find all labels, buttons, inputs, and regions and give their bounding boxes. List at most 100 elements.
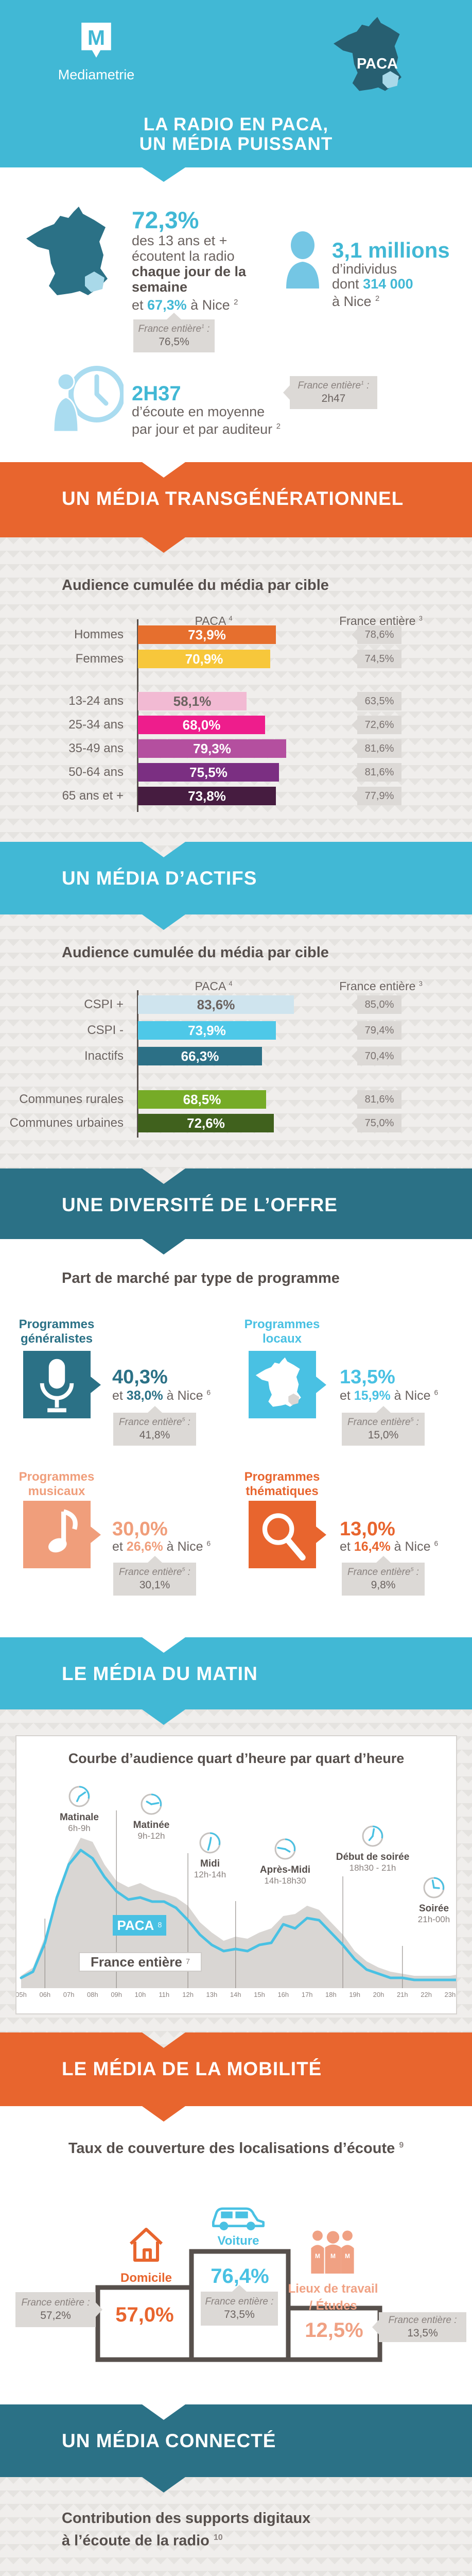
stat-duration-line2: par jour et par auditeur 2 — [132, 421, 281, 437]
car-icon — [212, 2207, 265, 2231]
clock-icon — [141, 1793, 162, 1815]
map-region-label: PACA — [356, 56, 398, 72]
stat-daily-line4: semaine — [132, 279, 188, 295]
programme-share-value: 30,0% — [112, 1518, 168, 1540]
bar-value-label: 83,6% — [197, 996, 235, 1012]
stat-duration-value: 2H37 — [132, 382, 181, 405]
programme-nice-value: et 15,9% à Nice 6 — [340, 1388, 439, 1403]
stat-duration-line1: d’écoute en moyenne — [132, 404, 265, 419]
programme-share-value: 13,0% — [340, 1518, 395, 1540]
person-icon — [286, 231, 319, 289]
bar-category-label: 25-34 ans — [68, 718, 124, 732]
band-morning-title: LE MÉDIA DU MATIN — [62, 1663, 258, 1684]
france-value-tag: 81,6% — [352, 739, 401, 758]
x-tick: 08h — [87, 1991, 98, 1998]
chart2-axis — [137, 990, 138, 1138]
x-tick: 15h — [254, 1991, 265, 1998]
bar-paca: 83,6% — [138, 995, 294, 1014]
daypart-label: Matinale 6h-9h — [59, 1812, 99, 1833]
band-generations-title: UN MÉDIA TRANSGÉNÉRATIONNEL — [62, 488, 404, 509]
band-diversity-title: UNE DIVERSITÉ DE L’OFFRE — [62, 1194, 338, 1215]
music-note-tab — [91, 1526, 101, 1543]
clock-icon — [199, 1832, 221, 1854]
programme-share-value: 40,3% — [112, 1366, 168, 1388]
bar-category-label: 65 ans et + — [62, 789, 124, 803]
bar-row-13-24-ans: 13-24 ans 58,1% 63,5% — [0, 692, 472, 710]
bar-paca: 73,8% — [138, 787, 276, 805]
stat-individuals-line2: dont 314 000 — [332, 276, 413, 292]
bar-category-label: 13-24 ans — [68, 694, 124, 708]
programme-nice-value: et 38,0% à Nice 6 — [112, 1388, 211, 1403]
bar-paca: 73,9% — [138, 625, 276, 644]
chart1-col-paca: PACA 4 — [195, 614, 233, 628]
bar-paca: 79,3% — [138, 739, 286, 758]
bg-white-2 — [0, 1239, 472, 1709]
mediametrie-logo-icon: M — [81, 23, 111, 58]
bar-value-label: 68,5% — [183, 1091, 221, 1107]
france-value-tag: 79,4% — [352, 1021, 401, 1040]
bar-row-communes-urbaines: Communes urbaines 72,6% 75,0% — [0, 1114, 472, 1132]
section-generations: Audience cumulée du média par cible PACA… — [0, 536, 472, 845]
bar-paca: 68,0% — [138, 716, 265, 734]
audience-curve-card: Courbe d’audience quart d’heure par quar… — [15, 1735, 457, 2014]
bar-category-label: Inactifs — [84, 1049, 124, 1063]
location-coverage-value: 12,5% — [305, 2319, 363, 2342]
clock-icon — [68, 1786, 90, 1807]
x-tick: 06h — [39, 1991, 51, 1998]
stat-duration-text: d’écoute en moyenne par jour et par audi… — [132, 404, 281, 437]
france-map-stat-icon — [26, 207, 108, 295]
france-value-tag: 72,6% — [352, 716, 401, 734]
x-tick: 10h — [134, 1991, 146, 1998]
bar-paca: 72,6% — [138, 1114, 274, 1132]
programme-label: Programmes locaux — [244, 1317, 320, 1346]
france-tag-location: France entière :73,5% — [201, 2285, 278, 2326]
france-tag-programme: France entière5 :30,1% — [113, 1556, 196, 1596]
bar-paca: 66,3% — [138, 1047, 262, 1065]
france-map-header — [334, 16, 401, 91]
daypart-label: Soirée 21h-00h — [417, 1903, 450, 1924]
x-tick: 20h — [373, 1991, 384, 1998]
location-label: Lieux de travail / Études — [288, 2282, 378, 2313]
programme-label: Programmes musicaux — [19, 1470, 95, 1498]
band-actives-title: UN MÉDIA D’ACTIFS — [62, 868, 257, 889]
chart1-col-france: France entière 3 — [339, 614, 423, 628]
bar-paca: 70,9% — [138, 650, 270, 668]
chart1-title: Audience cumulée du média par cible — [62, 577, 329, 594]
bar-row-50-64-ans: 50-64 ans 75,5% 81,6% — [0, 763, 472, 782]
x-tick: 19h — [349, 1991, 361, 1998]
daypart-label: Matinée 9h-12h — [133, 1820, 170, 1841]
programme-icon-magnifier — [249, 1501, 326, 1568]
x-tick: 05h — [15, 1991, 27, 1998]
band-mobility-title: LE MÉDIA DE LA MOBILITÉ — [62, 2058, 322, 2079]
band-connected-title: UN MÉDIA CONNECTÉ — [62, 2430, 276, 2451]
programme-label: Programmes thématiques — [244, 1470, 320, 1498]
x-tick: 17h — [301, 1991, 313, 1998]
bar-category-label: Femmes — [75, 652, 124, 666]
bar-category-label: Hommes — [74, 628, 124, 641]
clock-icon — [362, 1825, 383, 1847]
bar-row-cspi-: CSPI + 83,6% 85,0% — [0, 995, 472, 1014]
x-tick: 22h — [421, 1991, 432, 1998]
x-tick: 16h — [277, 1991, 289, 1998]
bar-value-label: 73,9% — [188, 626, 226, 642]
daypart-label: Début de soirée 18h30 - 21h — [336, 1852, 410, 1873]
france-value-tag: 77,9% — [352, 787, 401, 805]
location-coverage-value: 76,4% — [211, 2265, 269, 2287]
bar-category-label: CSPI - — [87, 1023, 124, 1037]
x-tick: 23h — [444, 1991, 456, 1998]
curve-france-chip: France entière 7 — [79, 1952, 202, 1972]
france-value-tag: 78,6% — [352, 625, 401, 644]
svg-text:M: M — [345, 2252, 350, 2260]
bar-row-inactifs: Inactifs 66,3% 70,4% — [0, 1047, 472, 1065]
programme-label: Programmes généralistes — [19, 1317, 95, 1346]
france-value-tag: 70,4% — [352, 1047, 401, 1065]
bar-value-label: 73,9% — [188, 1022, 226, 1038]
france-tag-location: France entière :13,5% — [372, 2312, 466, 2342]
france-tag-programme: France entière5 :15,0% — [342, 1406, 425, 1446]
x-tick: 12h — [182, 1991, 194, 1998]
main-title-line2: UN MÉDIA PUISSANT — [139, 134, 333, 154]
bar-row-cspi-: CSPI - 73,9% 79,4% — [0, 1021, 472, 1040]
diversity-title: Part de marché par type de programme — [62, 1270, 340, 1286]
bar-value-label: 75,5% — [189, 764, 228, 780]
bar-category-label: Communes rurales — [19, 1092, 124, 1106]
